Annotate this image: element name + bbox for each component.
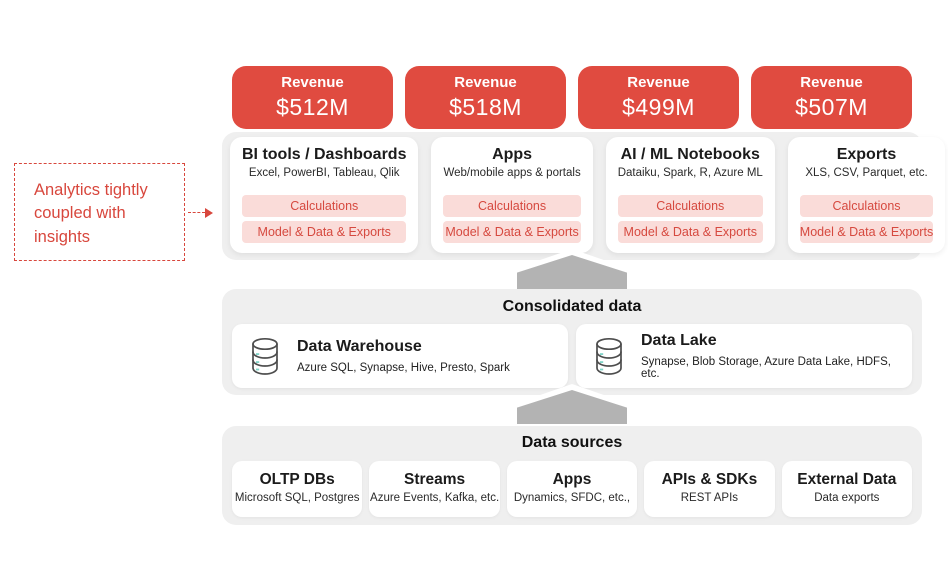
tool-title: Exports <box>836 146 897 163</box>
data-store-title: Data Lake <box>641 332 717 349</box>
analytics-tool-card: AI / ML Notebooks Dataiku, Spark, R, Azu… <box>605 137 775 253</box>
data-store-text: Data Lake Synapse, Blob Storage, Azure D… <box>641 332 896 380</box>
source-subtitle: Azure Events, Kafka, etc. <box>370 492 500 504</box>
tool-subtitle: Web/mobile apps & portals <box>443 167 581 179</box>
tool-title: BI tools / Dashboards <box>242 146 407 163</box>
analytics-tool-card: Exports XLS, CSV, Parquet, etc. Calculat… <box>787 137 946 253</box>
data-source-card: OLTP DBs Microsoft SQL, Postgres <box>232 461 363 517</box>
tool-tags: Calculations Model & Data & Exports <box>799 191 934 243</box>
data-store-card: Data Warehouse Azure SQL, Synapse, Hive,… <box>232 324 568 388</box>
source-subtitle: REST APIs <box>680 492 739 504</box>
tag-pill: Model & Data & Exports <box>617 221 763 243</box>
annotation-text: Analytics tightly coupled with insights <box>34 181 148 246</box>
annotation-arrow-line <box>188 212 205 213</box>
source-subtitle: Microsoft SQL, Postgres <box>234 492 360 504</box>
up-arrow-shape <box>517 390 627 424</box>
revenue-card: Revenue $499M <box>578 66 739 129</box>
tool-title: Apps <box>492 146 533 163</box>
data-source-card: Apps Dynamics, SFDC, etc., <box>506 461 638 517</box>
data-store-subtitle: Azure SQL, Synapse, Hive, Presto, Spark <box>297 362 510 374</box>
revenue-card: Revenue $507M <box>751 66 912 129</box>
consolidated-row: Data Warehouse Azure SQL, Synapse, Hive,… <box>232 324 912 388</box>
tag-pill: Model & Data & Exports <box>242 221 407 243</box>
revenue-value: $499M <box>622 94 695 120</box>
revenue-card: Revenue $518M <box>405 66 566 129</box>
revenue-card: Revenue $512M <box>232 66 393 129</box>
revenue-label: Revenue <box>627 74 690 91</box>
data-sources-panel: Data sources OLTP DBs Microsoft SQL, Pos… <box>222 426 922 525</box>
tool-subtitle: XLS, CSV, Parquet, etc. <box>805 167 928 179</box>
revenue-value: $507M <box>795 94 868 120</box>
tag-pill: Model & Data & Exports <box>443 221 581 243</box>
analytics-tools-panel: BI tools / Dashboards Excel, PowerBI, Ta… <box>222 132 946 260</box>
architecture-diagram: Revenue $512M Revenue $518M Revenue $499… <box>222 66 946 525</box>
tool-subtitle: Excel, PowerBI, Tableau, Qlik <box>248 167 400 179</box>
analytics-tool-card: Apps Web/mobile apps & portals Calculati… <box>431 137 593 253</box>
data-sources-title: Data sources <box>521 434 623 451</box>
tool-subtitle: Dataiku, Spark, R, Azure ML <box>617 167 763 179</box>
consolidated-data-panel: Consolidated data <box>222 289 922 395</box>
up-arrow-shape <box>517 255 627 289</box>
tag-pill: Calculations <box>617 195 763 217</box>
annotation-box: Analytics tightly coupled with insights <box>14 163 185 261</box>
data-sources-row: OLTP DBs Microsoft SQL, Postgres Streams… <box>232 461 912 517</box>
annotation-arrow-icon <box>205 207 213 218</box>
tool-title: AI / ML Notebooks <box>620 146 760 163</box>
revenue-label: Revenue <box>281 74 344 91</box>
analytics-tool-card: BI tools / Dashboards Excel, PowerBI, Ta… <box>230 137 419 253</box>
revenue-label: Revenue <box>800 74 863 91</box>
tool-tags: Calculations Model & Data & Exports <box>242 191 407 243</box>
data-store-title: Data Warehouse <box>297 338 422 355</box>
tag-pill: Model & Data & Exports <box>799 221 934 243</box>
tool-tags: Calculations Model & Data & Exports <box>617 191 763 243</box>
tag-pill: Calculations <box>443 195 581 217</box>
consolidated-data-title: Consolidated data <box>502 298 642 315</box>
source-title: OLTP DBs <box>259 471 335 488</box>
source-title: APIs & SDKs <box>661 471 758 488</box>
data-store-text: Data Warehouse Azure SQL, Synapse, Hive,… <box>297 338 510 374</box>
database-icon <box>252 337 278 375</box>
data-store-card: Data Lake Synapse, Blob Storage, Azure D… <box>576 324 912 388</box>
source-title: Apps <box>552 471 592 488</box>
source-title: External Data <box>797 471 897 488</box>
up-arrow-icon <box>512 384 632 424</box>
data-store-subtitle: Synapse, Blob Storage, Azure Data Lake, … <box>641 356 891 380</box>
data-source-card: Streams Azure Events, Kafka, etc. <box>369 461 500 517</box>
data-source-card: APIs & SDKs REST APIs <box>644 461 775 517</box>
revenue-row: Revenue $512M Revenue $518M Revenue $499… <box>222 66 922 129</box>
tool-tags: Calculations Model & Data & Exports <box>443 191 581 243</box>
source-title: Streams <box>404 471 466 488</box>
revenue-value: $512M <box>276 94 349 120</box>
tag-pill: Calculations <box>242 195 407 217</box>
revenue-value: $518M <box>449 94 522 120</box>
revenue-label: Revenue <box>454 74 517 91</box>
source-subtitle: Dynamics, SFDC, etc., <box>513 492 631 504</box>
analytics-tools-row: BI tools / Dashboards Excel, PowerBI, Ta… <box>230 137 946 253</box>
database-icon <box>596 337 622 375</box>
tag-pill: Calculations <box>799 195 934 217</box>
up-arrow-icon <box>512 249 632 289</box>
data-source-card: External Data Data exports <box>781 461 912 517</box>
source-subtitle: Data exports <box>814 492 880 504</box>
